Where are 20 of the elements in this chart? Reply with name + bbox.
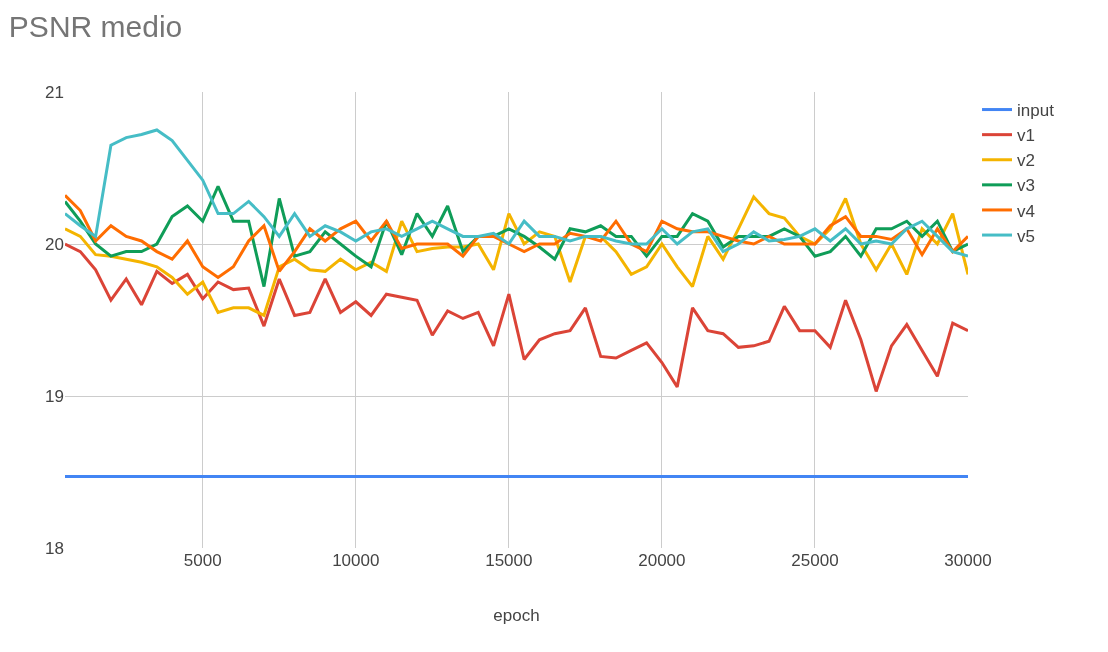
x-tick-label: 25000	[791, 551, 839, 570]
y-tick-label: 19	[45, 386, 64, 406]
line-series	[65, 242, 968, 393]
legend-label: v2	[1017, 151, 1035, 171]
x-tick-label: 30000	[944, 551, 992, 570]
line-series	[65, 128, 968, 258]
legend-label: v5	[1017, 226, 1035, 246]
x-axis-title: epoch	[493, 606, 540, 626]
legend-label: v1	[1017, 126, 1035, 146]
x-tick-label: 20000	[638, 551, 686, 570]
y-tick-label: 20	[45, 234, 64, 254]
y-tick-label: 21	[45, 82, 64, 102]
x-tick-label: 15000	[485, 551, 533, 570]
y-tick-label: 18	[45, 538, 64, 558]
chart-title: PSNR medio	[8, 10, 183, 44]
x-tick-label: 5000	[183, 551, 222, 570]
x-tick-label: 10000	[332, 551, 380, 570]
legend-label: v4	[1017, 201, 1035, 221]
legend-label: v3	[1017, 176, 1035, 196]
legend-label: input	[1017, 101, 1055, 121]
